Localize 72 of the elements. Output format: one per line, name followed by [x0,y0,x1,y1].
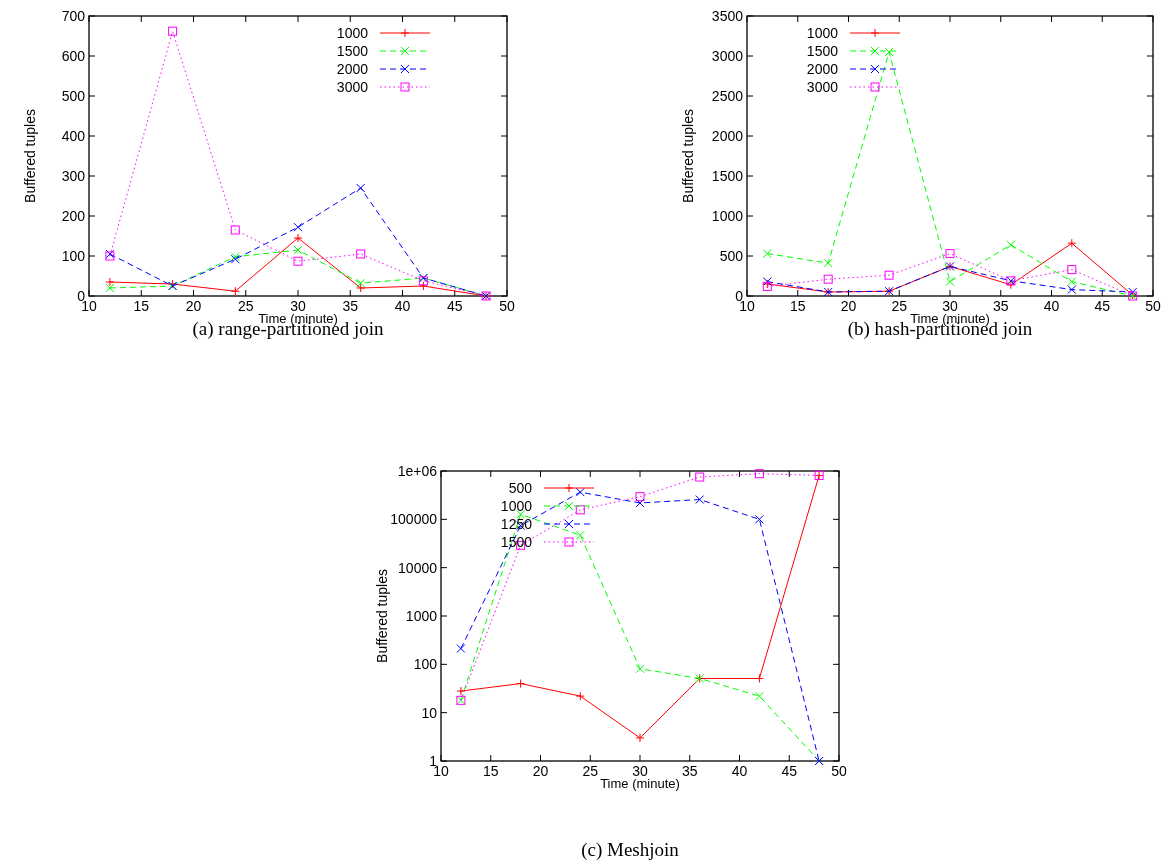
y-tick-label: 400 [61,128,86,144]
y-axis-title: Buffered tuples [680,109,696,203]
x-tick-label: 15 [789,298,806,314]
legend-label: 3000 [806,79,839,95]
x-axis-title: Time (minute) [600,776,680,791]
y-axis-title: Buffered tuples [374,569,390,663]
y-tick-label: 3500 [711,8,744,24]
legend-label: 1000 [500,498,533,514]
y-tick-label: 1500 [711,168,744,184]
x-tick-label: 20 [532,763,549,779]
point [293,256,303,266]
point [635,492,645,502]
point [230,225,240,235]
x-tick-label: 50 [1145,298,1161,314]
point [356,249,366,259]
x-tick-label: 40 [394,298,411,314]
y-tick-label: 1e+06 [397,463,438,479]
y-tick-label: 100 [413,656,438,673]
y-tick-label: 600 [61,48,86,64]
y-tick-label: 2500 [711,88,744,104]
legend-label: 500 [508,480,533,496]
legend-label: 3000 [336,79,369,95]
x-tick-label: 30 [942,298,958,314]
y-tick-label: 100 [61,248,86,264]
x-tick-label: 15 [482,763,499,779]
y-tick-label: 200 [61,208,86,224]
legend-label: 1000 [336,25,369,41]
x-tick-label: 25 [237,298,254,314]
x-tick-label: 30 [632,763,648,779]
y-axis-title: Buffered tuples [22,109,38,203]
y-tick-label: 10 [421,704,438,721]
x-tick-label: 20 [840,298,857,314]
x-tick-label: 40 [1043,298,1060,314]
x-tick-label: 50 [499,298,515,314]
y-tick-label: 1000 [405,608,438,624]
x-tick-label: 35 [342,298,359,314]
point [1067,265,1077,275]
point [168,26,178,36]
y-tick-label: 300 [61,168,86,184]
x-tick-label: 30 [290,298,306,314]
x-tick-label: 15 [133,298,150,314]
legend-label: 2000 [336,61,369,77]
y-tick-label: 700 [61,8,86,24]
x-tick-label: 35 [992,298,1009,314]
legend-label: 1500 [806,43,839,59]
y-tick-label: 1000 [711,208,744,224]
x-tick-label: 20 [185,298,202,314]
x-tick-label: 45 [1094,298,1111,314]
x-tick-label: 50 [831,763,847,779]
y-tick-label: 10000 [398,559,438,576]
x-tick-label: 45 [446,298,463,314]
legend-label: 1500 [336,43,369,59]
point [575,505,585,515]
legend-label: 2000 [806,61,839,77]
y-tick-label: 500 [61,88,86,104]
x-tick-label: 25 [891,298,908,314]
y-tick-label: 3000 [711,48,744,64]
text: (c) Meshjoin [581,839,680,861]
x-tick-label: 35 [681,763,698,779]
point [884,270,894,280]
legend-label: 1000 [806,25,839,41]
point [945,249,955,259]
y-tick-label: 100000 [390,511,438,528]
y-tick-label: 500 [719,248,744,264]
x-tick-label: 45 [781,763,798,779]
point [823,274,833,284]
point [754,469,764,479]
y-tick-label: 2000 [711,128,744,144]
point [695,472,705,482]
x-tick-label: 25 [582,763,599,779]
x-tick-label: 40 [731,763,748,779]
legend-label: 1500 [500,534,533,550]
